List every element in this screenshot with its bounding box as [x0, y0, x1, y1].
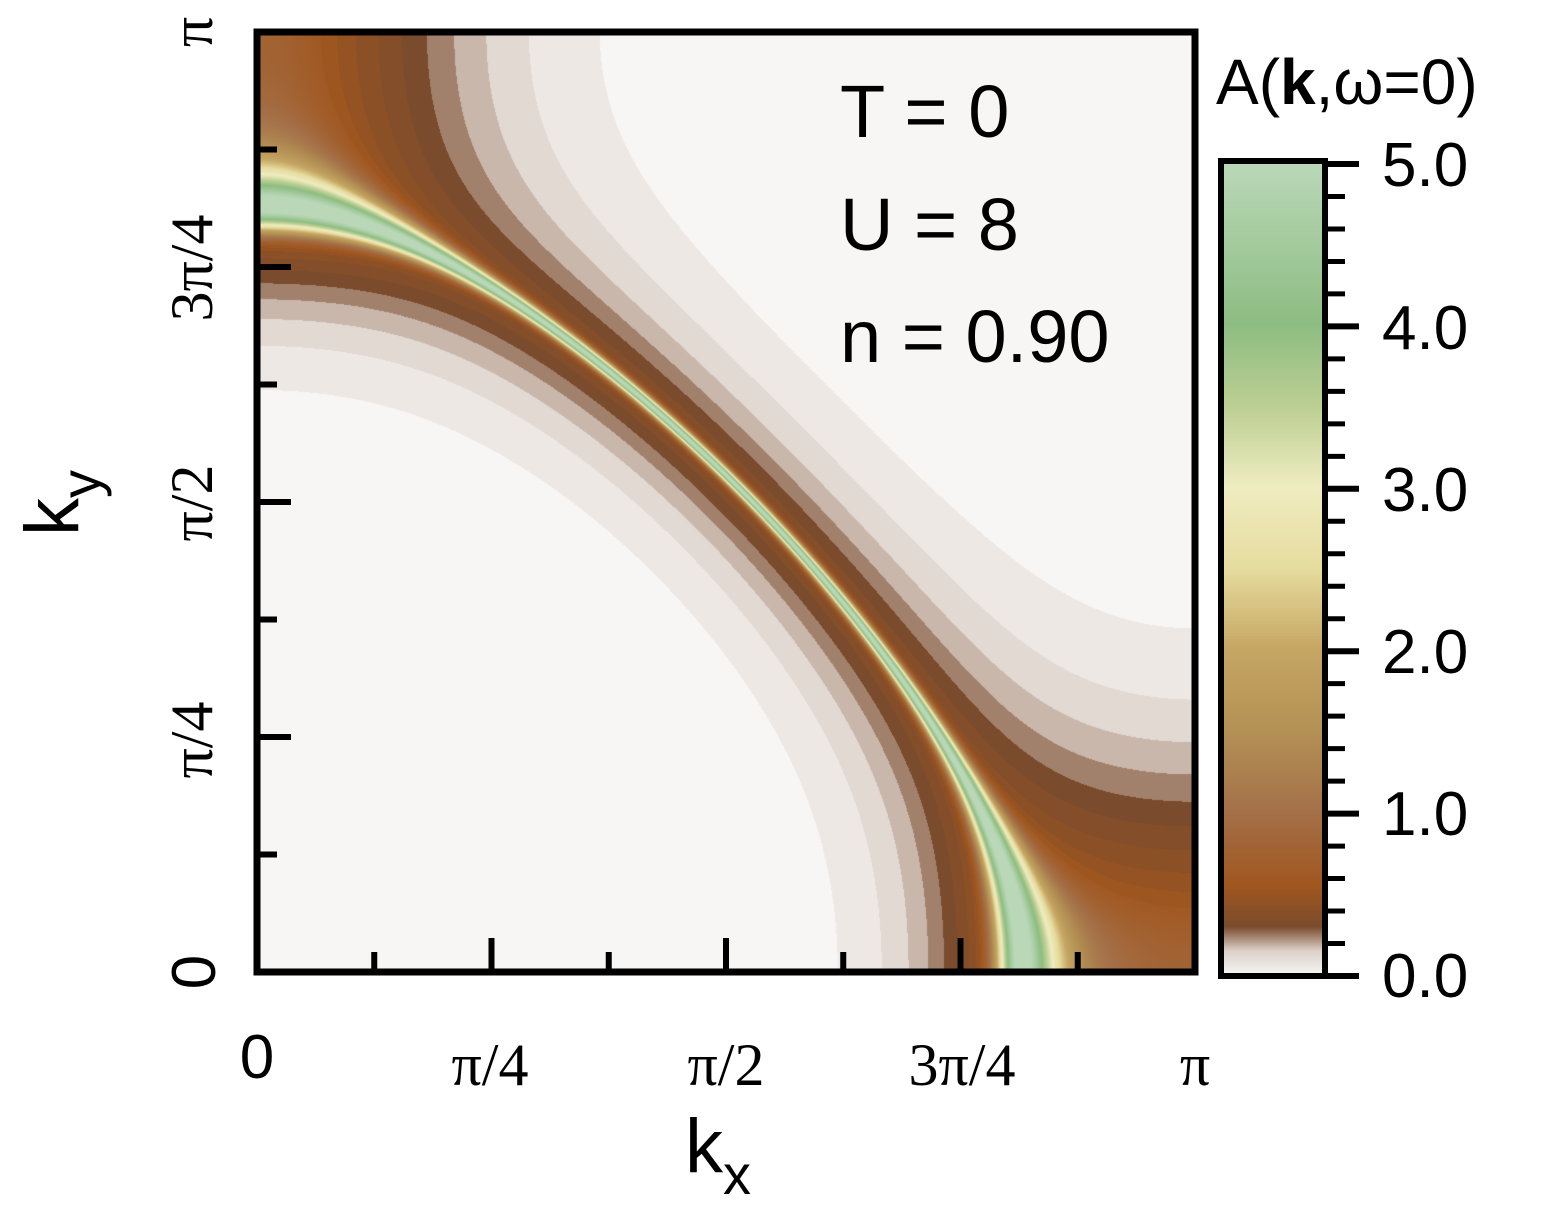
x-axis-ticks	[254, 938, 1198, 972]
colorbar	[1221, 161, 1325, 976]
x-tick-label-0: 0	[240, 1023, 274, 1092]
colorbar-ticks	[1325, 161, 1359, 979]
colorbar-tick-label-1: 1.0	[1382, 780, 1468, 849]
y-tick-label-1: π/4	[159, 702, 225, 779]
y-tick-label-4: π	[159, 17, 225, 47]
plot-area	[257, 32, 1195, 972]
annotation-temperature: T = 0	[840, 70, 1009, 153]
colorbar-title: A(k,ω=0)	[1216, 46, 1478, 118]
plot-border	[253, 28, 1199, 976]
colorbar-tick-label-5: 5.0	[1382, 131, 1468, 200]
x-tick-label-4: π	[1180, 1032, 1210, 1098]
colorbar-tick-label-0: 0.0	[1382, 942, 1468, 1011]
colorbar-border	[1218, 158, 1328, 979]
x-tick-label-2: π/2	[688, 1032, 765, 1098]
x-tick-label-1: π/4	[452, 1032, 529, 1098]
colorbar-tick-label-3: 3.0	[1382, 456, 1468, 525]
y-tick-label-3: 3π/4	[159, 215, 225, 322]
colorbar-gradient	[1221, 161, 1325, 976]
x-axis-label: kx	[685, 1104, 751, 1206]
y-tick-label-0: 0	[160, 955, 229, 989]
y-axis-ticks	[257, 29, 291, 975]
colorbar-tick-label-2: 2.0	[1382, 618, 1468, 687]
y-axis-label: ky	[10, 470, 112, 536]
annotation-interaction: U = 8	[840, 183, 1019, 266]
annotation-filling: n = 0.90	[840, 295, 1110, 378]
colorbar-tick-label-4: 4.0	[1382, 294, 1468, 363]
x-tick-label-3: 3π/4	[909, 1032, 1016, 1098]
heatmap-image	[257, 32, 1195, 972]
y-tick-label-2: π/2	[159, 465, 225, 542]
